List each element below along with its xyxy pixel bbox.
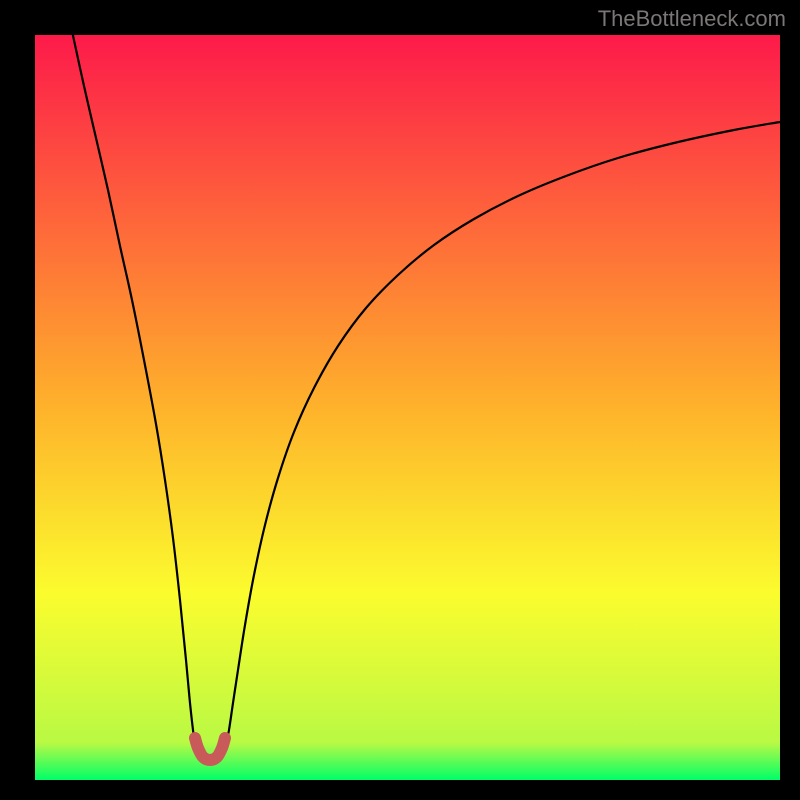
chart-container: TheBottleneck.com [0,0,800,800]
watermark-text: TheBottleneck.com [598,6,786,32]
curve-right [226,122,780,745]
curve-left [72,31,195,745]
curves-svg [0,0,800,800]
bottleneck-marker [195,738,225,760]
